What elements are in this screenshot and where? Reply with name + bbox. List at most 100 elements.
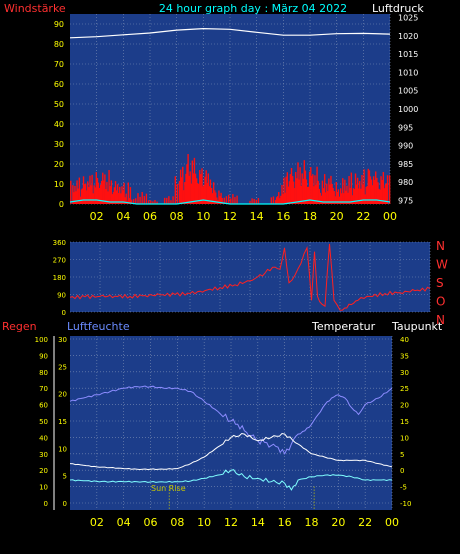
left-tick-label: 80 [54, 40, 64, 49]
dewpoint-line [69, 469, 393, 491]
x-tick-label: 16 [276, 210, 290, 223]
temp-tick-label: 15 [400, 418, 409, 426]
direction-tick-label: 0 [62, 309, 66, 317]
rain-tick-label: 60 [39, 402, 48, 410]
right-tick-label: 1015 [398, 50, 418, 59]
temp-tick-label: 25 [400, 385, 409, 393]
temp-tick-label: -5 [400, 484, 407, 492]
humidity-tick-label: 20 [58, 391, 67, 399]
x-tick-label: 12 [224, 516, 238, 529]
left-tick-label: 30 [54, 140, 64, 149]
wind-axis-title: Windstärke [4, 2, 66, 15]
pressure-line [69, 27, 391, 39]
x-tick-label: 12 [223, 210, 237, 223]
humidity-tick-label: 5 [63, 473, 67, 481]
right-tick-label: 995 [398, 123, 413, 132]
panel-wind-pressure: 02 04 06 08 10 12 14 16 18 20 22 000102030405060708… [54, 14, 419, 223]
right-tick-label: 1025 [398, 14, 418, 23]
left-tick-label: 60 [54, 80, 64, 89]
left-tick-label: 0 [59, 200, 64, 209]
rain-tick-label: 0 [44, 500, 48, 508]
humidity-tick-label: 15 [58, 418, 67, 426]
rain-tick-label: 50 [39, 418, 48, 426]
x-tick-label: 02 [90, 210, 104, 223]
left-tick-label: 10 [54, 180, 64, 189]
temp-tick-label: 20 [400, 402, 409, 410]
left-tick-label: 50 [54, 100, 64, 109]
panel1-plot-area [70, 14, 390, 204]
temp-tick-label: 10 [400, 434, 409, 442]
temp-tick-label: 5 [400, 451, 404, 459]
compass-label: W [436, 258, 448, 272]
compass-label: S [436, 276, 444, 290]
humidity-tick-label: 10 [58, 445, 67, 453]
rain-tick-label: 40 [39, 434, 48, 442]
temperature-line [69, 432, 393, 471]
rain-tick-label: 70 [39, 385, 48, 393]
gust-line [69, 199, 391, 205]
humidity-axis-title: Luftfeuchte [67, 320, 130, 333]
humidity-tick-label: 25 [58, 363, 67, 371]
temp-tick-label: 35 [400, 352, 409, 360]
chart-title: 24 hour graph day : März 04 2022 [159, 2, 347, 15]
x-tick-label: 08 [170, 210, 184, 223]
sunrise-annotation: Sun Rise [151, 484, 186, 493]
x-tick-label: 04 [116, 210, 130, 223]
x-tick-label: 14 [250, 210, 264, 223]
direction-tick-label: 360 [53, 239, 66, 247]
direction-tick-label: 90 [57, 292, 66, 300]
temp-tick-label: 30 [400, 369, 409, 377]
right-tick-label: 1005 [398, 87, 418, 96]
rain-axis-title: Regen [2, 320, 37, 333]
left-tick-label: 20 [54, 160, 64, 169]
x-tick-label: 08 [170, 516, 184, 529]
dewpoint-label: Taupunkt [391, 320, 443, 333]
temp-tick-label: 0 [400, 467, 404, 475]
x-tick-label: 18 [303, 210, 317, 223]
x-tick-label: 22 [358, 516, 372, 529]
compass-label: O [436, 295, 445, 309]
x-tick-label: 02 [90, 516, 104, 529]
temp-tick-label: 40 [400, 336, 409, 344]
x-tick-label: 16 [278, 516, 292, 529]
compass-label: N [436, 313, 445, 327]
direction-tick-label: 270 [53, 257, 66, 265]
rain-tick-label: 80 [39, 369, 48, 377]
x-tick-label: 10 [197, 516, 211, 529]
right-tick-label: 990 [398, 142, 413, 151]
left-tick-label: 70 [54, 60, 64, 69]
rain-tick-label: 10 [39, 484, 48, 492]
x-tick-label: 04 [117, 516, 131, 529]
direction-tick-label: 180 [53, 274, 66, 282]
x-tick-label: 22 [356, 210, 370, 223]
right-tick-label: 1010 [398, 68, 418, 77]
right-tick-label: 985 [398, 160, 413, 169]
temperature-label: Temperatur [311, 320, 376, 333]
x-tick-label: 20 [330, 210, 344, 223]
left-tick-label: 40 [54, 120, 64, 129]
x-tick-label: 00 [385, 516, 399, 529]
rain-tick-label: 90 [39, 352, 48, 360]
left-tick-label: 90 [54, 20, 64, 29]
x-tick-label: 14 [251, 516, 265, 529]
rain-tick-label: 20 [39, 467, 48, 475]
right-tick-label: 1000 [398, 105, 418, 114]
rain-tick-label: 100 [35, 336, 48, 344]
x-tick-label: 00 [383, 210, 397, 223]
x-tick-label: 20 [331, 516, 345, 529]
x-tick-label: 18 [305, 516, 319, 529]
humidity-tick-label: 30 [58, 336, 67, 344]
right-tick-label: 1020 [398, 32, 418, 41]
humidity-tick-label: 0 [63, 500, 67, 508]
wind-direction-line [69, 243, 431, 311]
temp-tick-label: -10 [400, 500, 411, 508]
x-tick-label: 06 [143, 210, 157, 223]
humidity-line [69, 385, 393, 455]
pressure-axis-title: Luftdruck [372, 2, 424, 15]
rain-tick-label: 30 [39, 451, 48, 459]
panel-humidity-temperature: 02 04 06 08 10 12 14 16 18 20 22 00-10-505101520253… [35, 336, 411, 529]
x-tick-label: 06 [144, 516, 158, 529]
right-tick-label: 980 [398, 178, 413, 187]
